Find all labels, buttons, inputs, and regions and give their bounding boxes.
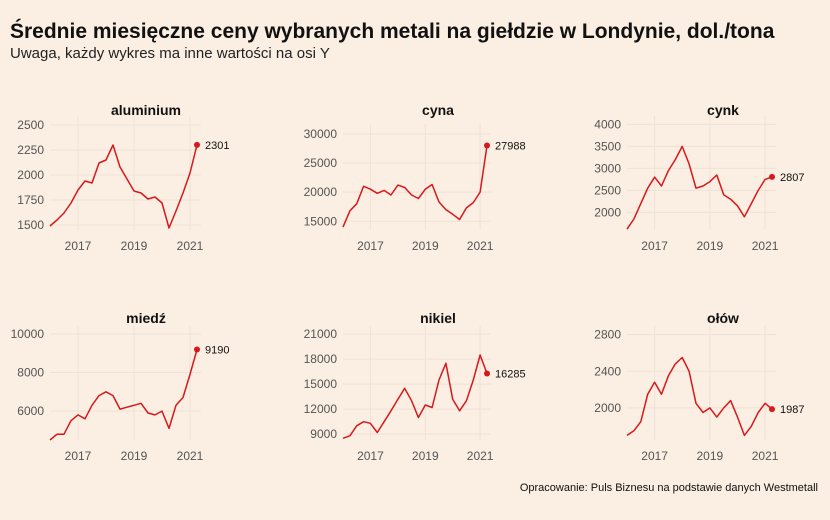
- y-tick-label: 6000: [17, 404, 44, 418]
- last-point: [194, 346, 200, 353]
- series-line: [49, 349, 198, 441]
- y-tick-label: 2250: [17, 143, 44, 157]
- series-line: [49, 144, 198, 229]
- x-tick-label: 2019: [412, 449, 439, 463]
- series-line: [626, 145, 773, 230]
- last-point: [769, 173, 775, 180]
- y-tick-label: 3500: [594, 139, 621, 153]
- x-tick-label: 2017: [65, 449, 92, 463]
- x-tick-label: 2021: [177, 239, 204, 253]
- y-tick-label: 20000: [304, 185, 338, 199]
- last-point: [769, 406, 775, 413]
- panel-title: aluminium: [111, 102, 181, 118]
- panel-title: nikiel: [420, 310, 456, 326]
- y-tick-label: 15000: [304, 214, 338, 228]
- x-tick-label: 2019: [697, 449, 724, 463]
- x-tick-label: 2017: [357, 449, 384, 463]
- series-line: [626, 356, 773, 437]
- y-tick-label: 2000: [594, 205, 621, 219]
- x-tick-label: 2021: [752, 239, 779, 253]
- y-tick-label: 1500: [17, 218, 44, 232]
- y-tick-label: 3000: [594, 161, 621, 175]
- x-tick-label: 2021: [467, 449, 494, 463]
- y-tick-label: 12000: [304, 402, 338, 416]
- y-tick-label: 2800: [594, 328, 621, 342]
- x-tick-label: 2019: [121, 449, 148, 463]
- last-value-label: 2301: [205, 140, 229, 152]
- x-tick-label: 2017: [65, 239, 92, 253]
- y-tick-label: 25000: [304, 156, 338, 170]
- x-tick-label: 2019: [121, 239, 148, 253]
- y-tick-label: 2400: [594, 364, 621, 378]
- x-tick-label: 2021: [752, 449, 779, 463]
- y-tick-label: 15000: [304, 377, 338, 391]
- y-tick-label: 2500: [594, 183, 621, 197]
- y-tick-label: 21000: [304, 327, 338, 341]
- panel-miedź: miedź 6000 8000 10000 2017 2019 2021 9190: [11, 310, 230, 463]
- panel-aluminium: aluminium 1500 1750 2000 2250 2500 2017 2019 202…: [17, 102, 229, 253]
- last-point: [484, 142, 490, 149]
- last-value-label: 9190: [205, 344, 229, 356]
- page-title: Średnie miesięczne ceny wybranych metali…: [10, 20, 775, 43]
- panel-cyna: cyna 15000 20000 25000 30000 2017 2019 2021 2798…: [304, 102, 526, 253]
- x-tick-label: 2019: [697, 239, 724, 253]
- panel-title: ołów: [707, 310, 739, 326]
- y-tick-label: 8000: [17, 365, 44, 379]
- y-tick-label: 10000: [11, 327, 45, 341]
- last-value-label: 27988: [495, 141, 526, 153]
- x-tick-label: 2017: [641, 239, 668, 253]
- panel-title: miedź: [126, 310, 166, 326]
- panel-title: cynk: [707, 102, 739, 118]
- x-tick-label: 2017: [641, 449, 668, 463]
- panel-cynk: cynk 2000 2500 3000 3500 4000 2017 2019 2021 2807: [594, 102, 804, 253]
- y-tick-label: 1750: [17, 193, 44, 207]
- x-tick-label: 2021: [467, 239, 494, 253]
- y-tick-label: 2000: [594, 401, 621, 415]
- y-tick-label: 2000: [17, 168, 44, 182]
- page-subtitle: Uwaga, każdy wykres ma inne wartości na …: [10, 45, 330, 62]
- series-line: [342, 145, 488, 228]
- last-value-label: 2807: [780, 172, 804, 184]
- x-tick-label: 2017: [357, 239, 384, 253]
- y-tick-label: 4000: [594, 117, 621, 131]
- y-tick-label: 18000: [304, 352, 338, 366]
- panel-ołów: ołów 2000 2400 2800 2017 2019 2021 1987: [594, 310, 804, 463]
- last-value-label: 1987: [780, 404, 804, 416]
- source-note: Opracowanie: Puls Biznesu na podstawie d…: [519, 482, 818, 494]
- x-tick-label: 2021: [177, 449, 204, 463]
- panel-nikiel: nikiel 9000 12000 15000 18000 21000 2017 2019 20…: [304, 310, 526, 463]
- panel-title: cyna: [422, 102, 454, 118]
- y-tick-label: 9000: [310, 427, 337, 441]
- last-point: [484, 370, 490, 377]
- last-point: [194, 141, 200, 148]
- y-tick-label: 30000: [304, 127, 338, 141]
- series-line: [342, 354, 488, 440]
- y-tick-label: 2500: [17, 118, 44, 132]
- x-tick-label: 2019: [412, 239, 439, 253]
- last-value-label: 16285: [495, 368, 526, 380]
